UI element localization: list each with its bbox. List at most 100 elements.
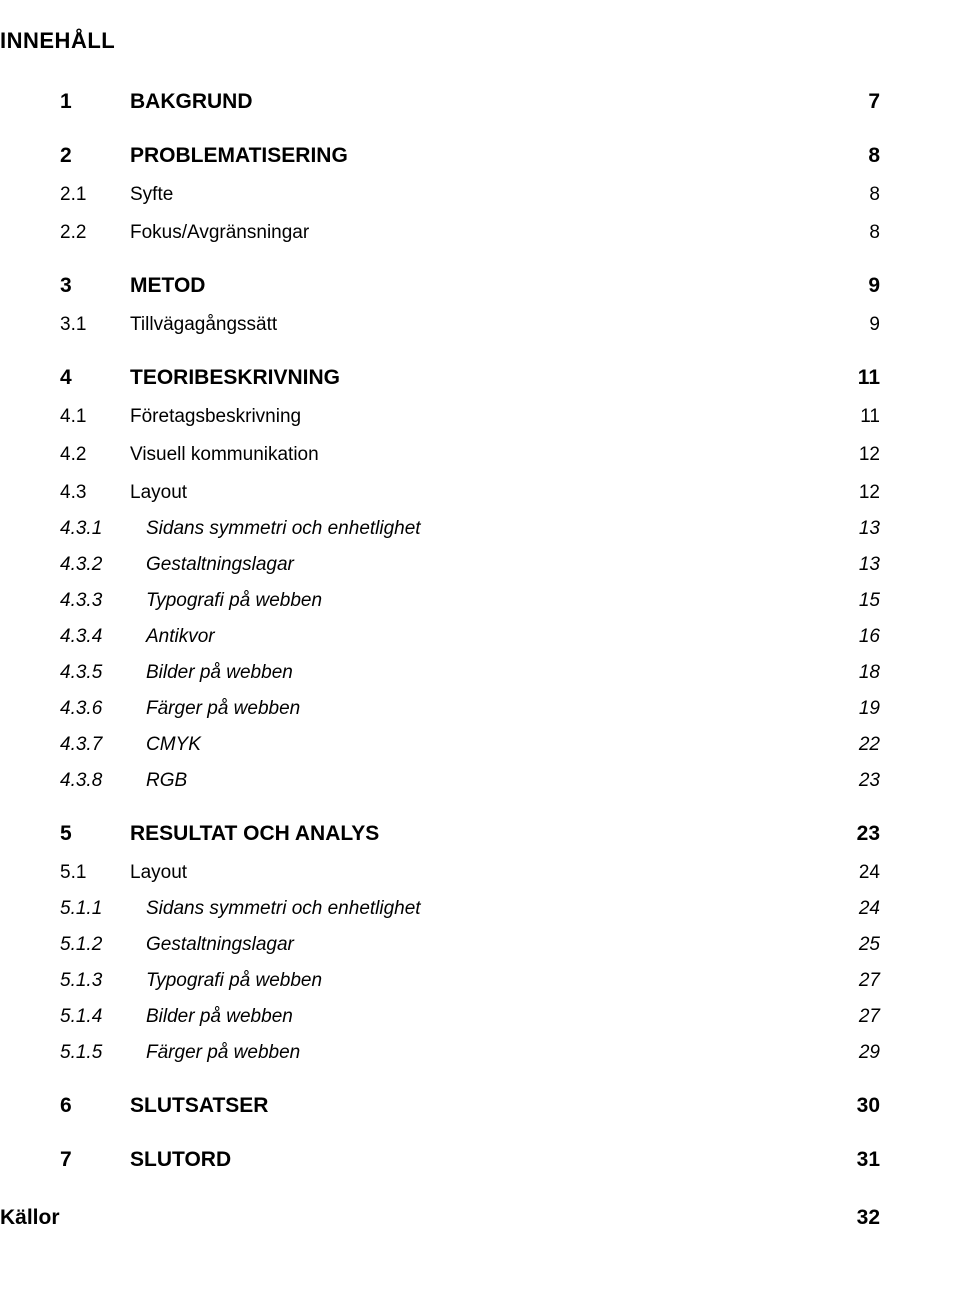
toc-number: 4.1 xyxy=(60,406,130,428)
toc-number: 3.1 xyxy=(60,314,130,336)
toc-number: 4.3.2 xyxy=(60,554,146,576)
toc-entry: 5.1.4Bilder på webben 27 xyxy=(60,1006,880,1028)
toc-page: 8 xyxy=(852,184,880,206)
toc-page: 12 xyxy=(852,444,880,466)
toc-number: 4.3.7 xyxy=(60,734,146,756)
toc-entry: 4.3.1Sidans symmetri och enhetlighet13 xyxy=(60,518,880,540)
toc-entry: 5.1.3Typografi på webben27 xyxy=(60,970,880,992)
toc-page: 24 xyxy=(852,898,880,920)
toc-number: 4 xyxy=(60,366,130,390)
toc-page: 25 xyxy=(852,934,880,956)
toc-page: 29 xyxy=(852,1042,880,1064)
toc-number: 4.3.5 xyxy=(60,662,146,684)
toc-page: 16 xyxy=(852,626,880,648)
toc-number: 4.3.8 xyxy=(60,770,146,792)
toc-label: Sidans symmetri och enhetlighet xyxy=(146,518,421,540)
toc-label: Typografi på webben xyxy=(146,590,322,612)
toc-page: 32 xyxy=(852,1206,880,1230)
table-of-contents: 1BAKGRUND72PROBLEMATISERING82.1Syfte82.2… xyxy=(60,90,880,1172)
toc-entry: 4.3.5Bilder på webben 18 xyxy=(60,662,880,684)
toc-label: Företagsbeskrivning xyxy=(130,406,301,428)
toc-number: 5.1.4 xyxy=(60,1006,146,1028)
toc-page: 24 xyxy=(852,862,880,884)
toc-entry: 4.3.8RGB 23 xyxy=(60,770,880,792)
toc-label: Sidans symmetri och enhetlighet xyxy=(146,898,421,920)
toc-label: RGB xyxy=(146,770,187,792)
toc-number: 4.3 xyxy=(60,482,130,504)
toc-label: Gestaltningslagar xyxy=(146,554,294,576)
toc-label: RESULTAT OCH ANALYS xyxy=(130,822,379,846)
toc-label: TEORIBESKRIVNING xyxy=(130,366,340,390)
toc-entry-kallor: Källor 32 xyxy=(0,1206,880,1230)
toc-number: 2.1 xyxy=(60,184,130,206)
toc-label: Antikvor xyxy=(146,626,215,648)
toc-entry: 4.1Företagsbeskrivning 11 xyxy=(60,406,880,428)
toc-entry: 4.3.6Färger på webben19 xyxy=(60,698,880,720)
toc-number: 5.1.3 xyxy=(60,970,146,992)
page: INNEHÅLL 1BAKGRUND72PROBLEMATISERING82.1… xyxy=(0,0,960,1310)
toc-page: 18 xyxy=(852,662,880,684)
toc-page: 23 xyxy=(852,770,880,792)
toc-number: 5.1 xyxy=(60,862,130,884)
toc-label: Fokus/Avgränsningar xyxy=(130,222,309,244)
toc-page: 13 xyxy=(852,554,880,576)
toc-entry: 6SLUTSATSER30 xyxy=(60,1094,880,1118)
toc-page: 15 xyxy=(852,590,880,612)
toc-number: 2.2 xyxy=(60,222,130,244)
toc-page: 12 xyxy=(852,482,880,504)
toc-number: 4.3.4 xyxy=(60,626,146,648)
toc-number: 5.1.5 xyxy=(60,1042,146,1064)
document-title: INNEHÅLL xyxy=(0,28,880,54)
toc-label: Layout xyxy=(130,482,187,504)
toc-page: 11 xyxy=(852,406,880,428)
toc-page: 8 xyxy=(852,144,880,168)
toc-page: 22 xyxy=(852,734,880,756)
toc-label: Källor xyxy=(0,1206,60,1230)
toc-label: Typografi på webben xyxy=(146,970,322,992)
toc-label: Visuell kommunikation xyxy=(130,444,319,466)
toc-label: PROBLEMATISERING xyxy=(130,144,348,168)
toc-entry: 4.3.2Gestaltningslagar 13 xyxy=(60,554,880,576)
toc-label: Syfte xyxy=(130,184,173,206)
toc-number: 5.1.1 xyxy=(60,898,146,920)
toc-page: 9 xyxy=(852,314,880,336)
toc-page: 23 xyxy=(852,822,880,846)
toc-entry: 5.1.2Gestaltningslagar 25 xyxy=(60,934,880,956)
toc-page: 30 xyxy=(852,1094,880,1118)
toc-label: Gestaltningslagar xyxy=(146,934,294,956)
toc-entry: 7SLUTORD 31 xyxy=(60,1148,880,1172)
toc-entry: 4.3Layout 12 xyxy=(60,482,880,504)
toc-number: 1 xyxy=(60,90,130,114)
toc-entry: 5RESULTAT OCH ANALYS 23 xyxy=(60,822,880,846)
toc-page: 27 xyxy=(852,1006,880,1028)
toc-entry: 4.3.7CMYK22 xyxy=(60,734,880,756)
toc-page: 31 xyxy=(852,1148,880,1172)
toc-number: 7 xyxy=(60,1148,130,1172)
toc-label: SLUTSATSER xyxy=(130,1094,268,1118)
toc-number: 2 xyxy=(60,144,130,168)
toc-entry: 2.1Syfte 8 xyxy=(60,184,880,206)
toc-label: Bilder på webben xyxy=(146,1006,293,1028)
toc-label: BAKGRUND xyxy=(130,90,253,114)
toc-number: 5 xyxy=(60,822,130,846)
toc-number: 4.2 xyxy=(60,444,130,466)
toc-entry: 3METOD 9 xyxy=(60,274,880,298)
toc-entry: 5.1.1Sidans symmetri och enhetlighet 24 xyxy=(60,898,880,920)
toc-number: 5.1.2 xyxy=(60,934,146,956)
toc-page: 9 xyxy=(852,274,880,298)
toc-entry: 2PROBLEMATISERING 8 xyxy=(60,144,880,168)
toc-label: SLUTORD xyxy=(130,1148,231,1172)
toc-entry: 1BAKGRUND7 xyxy=(60,90,880,114)
toc-number: 4.3.1 xyxy=(60,518,146,540)
toc-entry: 3.1Tillvägagångssätt 9 xyxy=(60,314,880,336)
toc-page: 11 xyxy=(852,366,880,390)
toc-number: 4.3.6 xyxy=(60,698,146,720)
toc-number: 3 xyxy=(60,274,130,298)
toc-entry: 4.3.4Antikvor 16 xyxy=(60,626,880,648)
toc-label: Färger på webben xyxy=(146,698,300,720)
toc-label: Bilder på webben xyxy=(146,662,293,684)
toc-label: Tillvägagångssätt xyxy=(130,314,277,336)
toc-number: 4.3.3 xyxy=(60,590,146,612)
toc-label: METOD xyxy=(130,274,205,298)
toc-label: Layout xyxy=(130,862,187,884)
